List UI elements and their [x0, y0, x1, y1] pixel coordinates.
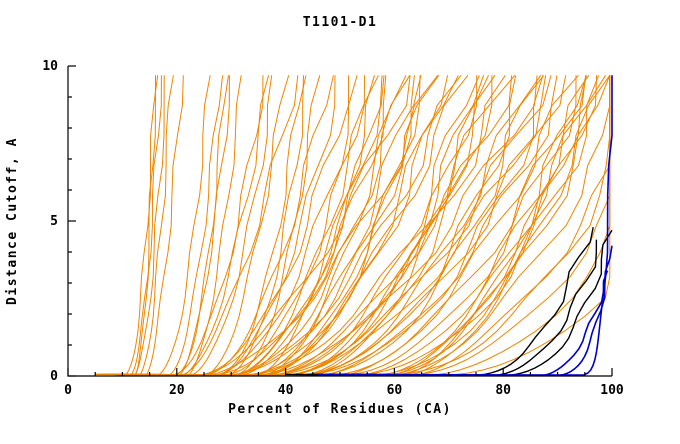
prediction-curve — [95, 75, 587, 376]
chart-title: T1101-D1 — [303, 15, 378, 30]
prediction-curve — [133, 75, 496, 376]
prediction-curve — [106, 75, 156, 376]
prediction-curve — [111, 75, 513, 376]
prediction-curve — [116, 75, 304, 376]
x-tick-label: 20 — [169, 383, 185, 398]
y-tick-label: 10 — [42, 59, 58, 74]
prediction-curve — [285, 227, 594, 377]
prediction-curve — [106, 75, 480, 376]
prediction-curve — [100, 75, 264, 376]
prediction-curve — [100, 75, 611, 376]
prediction-curve — [133, 75, 421, 376]
x-tick-label: 80 — [495, 383, 511, 398]
x-tick-label: 40 — [278, 383, 294, 398]
prediction-curve — [111, 75, 174, 376]
prediction-curve — [127, 75, 385, 376]
prediction-curve — [100, 75, 577, 376]
prediction-curve — [95, 74, 462, 376]
prediction-curve — [339, 270, 609, 377]
prediction-curve — [111, 75, 273, 376]
prediction-curve — [127, 75, 307, 376]
prediction-curve — [111, 75, 590, 376]
prediction-curve — [95, 75, 567, 376]
x-tick-label: 100 — [600, 383, 624, 398]
prediction-curve — [122, 75, 607, 376]
prediction-curve — [307, 239, 598, 377]
prediction-curve — [111, 75, 485, 376]
prediction-curve — [329, 75, 613, 376]
x-axis-label: Percent of Residues (CA) — [228, 402, 452, 417]
prediction-curve — [318, 245, 613, 377]
prediction-curve — [116, 75, 162, 376]
x-tick-label: 0 — [64, 383, 72, 398]
prediction-curve — [122, 75, 517, 376]
prediction-curve — [95, 75, 350, 376]
prediction-curve — [133, 74, 545, 376]
prediction-curve — [106, 74, 439, 376]
prediction-curve — [95, 75, 365, 376]
prediction-curve — [122, 75, 165, 376]
prediction-curve — [296, 229, 613, 377]
prediction-curve — [116, 75, 449, 376]
curves-black-predictions — [285, 227, 613, 377]
prediction-curve — [106, 75, 440, 376]
prediction-curve — [133, 75, 383, 376]
prediction-curve — [106, 75, 558, 376]
prediction-curve — [111, 75, 587, 376]
prediction-curve — [116, 75, 544, 376]
y-tick-label: 0 — [50, 369, 58, 384]
prediction-curve — [106, 75, 611, 376]
prediction-curve — [127, 75, 184, 376]
prediction-curve — [111, 75, 211, 376]
axes-frame — [67, 66, 612, 377]
y-tick-label: 5 — [50, 214, 58, 229]
prediction-curve — [116, 75, 611, 376]
prediction-curve — [106, 75, 600, 376]
curves-blue-predictions — [318, 75, 613, 377]
prediction-curve — [122, 75, 290, 376]
prediction-curve — [111, 75, 159, 376]
prediction-curve — [122, 75, 493, 376]
prediction-curve — [106, 75, 538, 376]
prediction-curve — [100, 75, 411, 376]
prediction-curve — [106, 75, 552, 376]
prediction-curve — [116, 74, 579, 376]
prediction-curve — [100, 74, 516, 376]
prediction-curve — [127, 75, 229, 376]
prediction-curve — [122, 75, 224, 376]
prediction-curve — [116, 75, 459, 376]
prediction-curve — [127, 75, 611, 376]
y-axis-label: Distance Cutoff, A — [5, 137, 20, 305]
prediction-curve — [95, 74, 469, 376]
prediction-curve — [100, 75, 387, 376]
x-tick-label: 60 — [387, 383, 403, 398]
curves-layer — [95, 74, 613, 377]
prediction-curve — [100, 75, 270, 376]
curves-orange-predictions — [95, 74, 611, 376]
prediction-curve — [127, 75, 542, 376]
prediction-curve — [116, 75, 547, 376]
prediction-curve — [133, 75, 242, 376]
prediction-curve — [111, 75, 375, 376]
axes-layer: 0 20 40 60 80 100 0 5 10 — [42, 59, 624, 398]
